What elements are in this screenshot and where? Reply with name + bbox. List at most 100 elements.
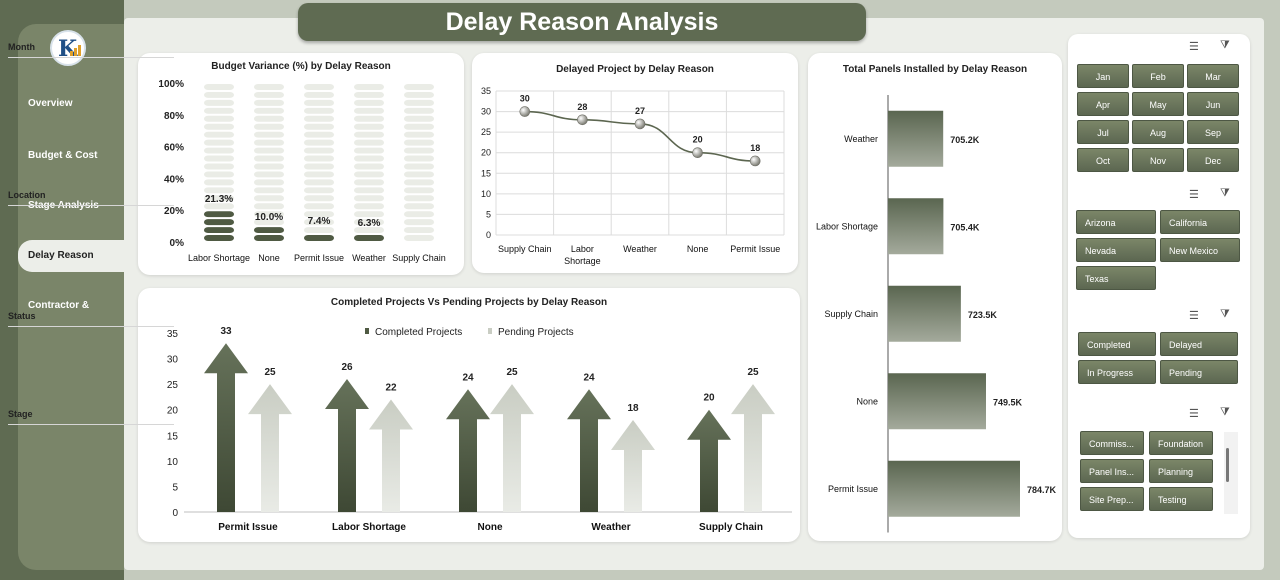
bar-segment bbox=[204, 163, 234, 170]
data-label: 26 bbox=[341, 362, 353, 373]
slicer-item[interactable]: Planning bbox=[1149, 459, 1213, 483]
slicer-item[interactable]: Oct bbox=[1077, 148, 1129, 172]
multi-select-icon[interactable]: ☰ bbox=[1189, 189, 1199, 201]
slicer-item[interactable]: Texas bbox=[1076, 266, 1156, 290]
sidebar-item-delay-reason[interactable]: Delay Reason bbox=[18, 240, 124, 272]
slicer-item[interactable]: Panel Ins... bbox=[1080, 459, 1144, 483]
bar-segment bbox=[354, 139, 384, 146]
bar-segment bbox=[404, 163, 434, 170]
bar-segment bbox=[404, 147, 434, 154]
bar-segment bbox=[404, 211, 434, 218]
bar-segment bbox=[304, 187, 334, 194]
bar-segment bbox=[254, 171, 284, 178]
multi-select-icon[interactable]: ☰ bbox=[1189, 310, 1199, 322]
slicer-item[interactable]: New Mexico bbox=[1160, 238, 1240, 262]
slicer-title-location: Location bbox=[8, 190, 46, 200]
multi-select-icon[interactable]: ☰ bbox=[1189, 408, 1199, 420]
slicer-item[interactable]: May bbox=[1132, 92, 1184, 116]
pending-arrow bbox=[369, 399, 413, 512]
bar-segment bbox=[354, 203, 384, 210]
bar-segment bbox=[354, 195, 384, 202]
sidebar-item-overview[interactable]: Overview bbox=[18, 98, 124, 109]
panel-bar bbox=[888, 373, 986, 430]
slicer-item[interactable]: Jul bbox=[1077, 120, 1129, 144]
data-label: 27 bbox=[635, 106, 645, 116]
slicer-item[interactable]: Feb bbox=[1132, 64, 1184, 88]
multi-select-icon[interactable]: ☰ bbox=[1189, 41, 1199, 53]
y-tick-label: 15 bbox=[481, 168, 491, 178]
bar-segment bbox=[404, 227, 434, 234]
bar-segment bbox=[404, 139, 434, 146]
legend-swatch-completed bbox=[365, 328, 369, 334]
slicer-item[interactable]: Delayed bbox=[1160, 332, 1238, 356]
slicer-item[interactable]: Aug bbox=[1132, 120, 1184, 144]
data-label: 24 bbox=[583, 372, 595, 383]
sidebar-item-budget-cost[interactable]: Budget & Cost bbox=[18, 150, 124, 161]
clear-filter-icon[interactable]: ⧩ bbox=[1220, 308, 1230, 320]
data-label: 18 bbox=[750, 143, 760, 153]
clear-filter-icon[interactable]: ⧩ bbox=[1220, 39, 1230, 51]
completed-vs-pending-chart: 0 5 10 15 20 25 30 35 Completed Projects Pending … bbox=[167, 326, 792, 533]
slicer-item[interactable]: Sep bbox=[1187, 120, 1239, 144]
bar-segment bbox=[354, 187, 384, 194]
y-tick-label: 35 bbox=[167, 329, 179, 340]
bar-segment bbox=[254, 139, 284, 146]
legend-label-completed: Completed Projects bbox=[375, 327, 462, 338]
data-point bbox=[577, 114, 588, 126]
bar-segment bbox=[254, 131, 284, 138]
clear-filter-icon[interactable]: ⧩ bbox=[1220, 406, 1230, 418]
slicer-item[interactable]: Apr bbox=[1077, 92, 1129, 116]
clear-filter-icon[interactable]: ⧩ bbox=[1220, 187, 1230, 199]
data-label: 18 bbox=[627, 403, 639, 414]
data-label: 28 bbox=[577, 102, 587, 112]
bar-segment bbox=[254, 107, 284, 114]
y-tick-label: 5 bbox=[172, 482, 178, 493]
bar-segment bbox=[204, 123, 234, 130]
bar-segment bbox=[404, 155, 434, 162]
slicer-item[interactable]: Site Prep... bbox=[1080, 487, 1144, 511]
sidebar-item-label: Overview bbox=[28, 98, 73, 109]
slicer-item[interactable]: Foundation bbox=[1149, 431, 1213, 455]
y-tick-label: None bbox=[856, 396, 878, 406]
logo-bars-icon bbox=[70, 44, 84, 56]
slicer-item[interactable]: Mar bbox=[1187, 64, 1239, 88]
stage-scrollbar-thumb[interactable] bbox=[1226, 448, 1229, 482]
slicer-title-status: Status bbox=[8, 311, 36, 321]
slicer-item[interactable]: Nevada bbox=[1076, 238, 1156, 262]
bar-segment bbox=[304, 227, 334, 234]
bar-segment bbox=[254, 115, 284, 122]
bar-segment bbox=[354, 235, 384, 241]
bar-segment bbox=[354, 171, 384, 178]
bar-segment bbox=[354, 99, 384, 106]
y-tick-label: Weather bbox=[844, 134, 878, 144]
data-label: 705.4K bbox=[950, 222, 980, 232]
y-tick-label: 0 bbox=[172, 508, 178, 519]
bar-segment bbox=[254, 147, 284, 154]
slicer-item[interactable]: Nov bbox=[1132, 148, 1184, 172]
y-tick-label: 40% bbox=[164, 174, 184, 185]
slicer-item[interactable]: Testing bbox=[1149, 487, 1213, 511]
slicer-item[interactable]: Pending bbox=[1160, 360, 1238, 384]
slicer-item[interactable]: Commiss... bbox=[1080, 431, 1144, 455]
bar-segment bbox=[204, 203, 234, 210]
x-tick-label: None bbox=[478, 522, 503, 533]
slicer-item[interactable]: In Progress bbox=[1078, 360, 1156, 384]
slicer-item[interactable]: Dec bbox=[1187, 148, 1239, 172]
x-tick-label: Weather bbox=[352, 253, 386, 263]
slicer-item[interactable]: California bbox=[1160, 210, 1240, 234]
bar-segment bbox=[404, 219, 434, 226]
panel-bar bbox=[888, 285, 961, 342]
sidebar-item-contractor[interactable]: Contractor & bbox=[18, 300, 124, 311]
completed-arrow bbox=[325, 379, 369, 512]
slicer-item[interactable]: Jun bbox=[1187, 92, 1239, 116]
y-tick-label: 25 bbox=[481, 127, 491, 137]
slicer-item[interactable]: Jan bbox=[1077, 64, 1129, 88]
completed-arrow bbox=[204, 343, 248, 512]
slicer-item[interactable]: Completed bbox=[1078, 332, 1156, 356]
bar-segment bbox=[354, 123, 384, 130]
x-tick-label: Permit Issue bbox=[218, 522, 278, 533]
bar-segment bbox=[204, 139, 234, 146]
bar-segment bbox=[404, 91, 434, 98]
slicer-item[interactable]: Arizona bbox=[1076, 210, 1156, 234]
bar-segment bbox=[404, 203, 434, 210]
